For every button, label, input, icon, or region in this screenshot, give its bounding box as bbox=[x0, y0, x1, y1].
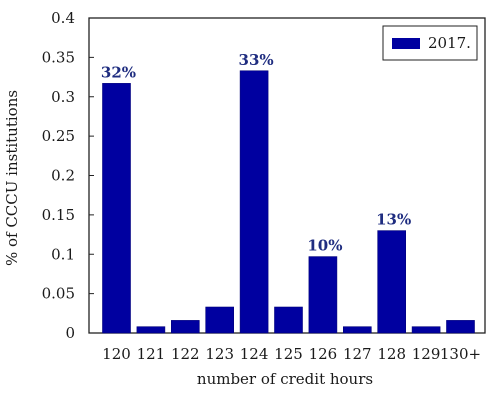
y-axis-label: % of CCCU institutions bbox=[3, 90, 21, 266]
y-tick-label: 0.3 bbox=[51, 88, 75, 106]
bar bbox=[343, 327, 371, 333]
bar bbox=[171, 320, 199, 333]
bar bbox=[309, 257, 337, 333]
plot-frame bbox=[89, 18, 485, 333]
x-tick-label: 125 bbox=[274, 345, 303, 363]
legend-label: 2017. bbox=[428, 34, 471, 52]
x-axis-label: number of credit hours bbox=[197, 370, 373, 388]
bar bbox=[378, 231, 406, 333]
x-tick-label: 128 bbox=[377, 345, 406, 363]
x-tick-label: 126 bbox=[309, 345, 338, 363]
data-label: 13% bbox=[376, 211, 411, 229]
y-tick-label: 0.2 bbox=[51, 167, 75, 185]
data-label: 33% bbox=[239, 51, 274, 69]
bar bbox=[137, 327, 165, 333]
bar-series bbox=[103, 71, 475, 333]
x-tick-label: 127 bbox=[343, 345, 372, 363]
y-tick-label: 0.15 bbox=[42, 206, 75, 224]
legend: 2017. bbox=[383, 26, 477, 60]
bar bbox=[240, 71, 268, 333]
y-tick-label: 0.25 bbox=[42, 127, 75, 145]
y-tick-label: 0.05 bbox=[42, 285, 75, 303]
data-label: 10% bbox=[307, 237, 342, 255]
x-tick-label: 123 bbox=[205, 345, 234, 363]
bar bbox=[447, 320, 475, 333]
y-tick-label: 0 bbox=[65, 324, 75, 342]
bar bbox=[103, 83, 131, 333]
x-tick-label: 124 bbox=[240, 345, 269, 363]
x-tick-label: 122 bbox=[171, 345, 200, 363]
data-label: 32% bbox=[101, 63, 136, 81]
y-axis: 0 0.05 0.1 0.15 0.2 0.25 0.3 0.35 0.4 bbox=[42, 9, 94, 342]
legend-swatch bbox=[392, 38, 420, 49]
y-tick-label: 0.4 bbox=[51, 9, 75, 27]
bar bbox=[206, 307, 234, 333]
bar bbox=[275, 307, 303, 333]
bar bbox=[412, 327, 440, 333]
x-axis: 120 121 122 123 124 125 126 127 128 129 130+ bbox=[102, 345, 481, 363]
x-tick-label: 129 bbox=[412, 345, 441, 363]
x-tick-label: 120 bbox=[102, 345, 131, 363]
y-tick-label: 0.1 bbox=[51, 245, 75, 263]
x-tick-label: 121 bbox=[137, 345, 166, 363]
x-tick-label: 130+ bbox=[440, 345, 481, 363]
y-tick-label: 0.35 bbox=[42, 48, 75, 66]
